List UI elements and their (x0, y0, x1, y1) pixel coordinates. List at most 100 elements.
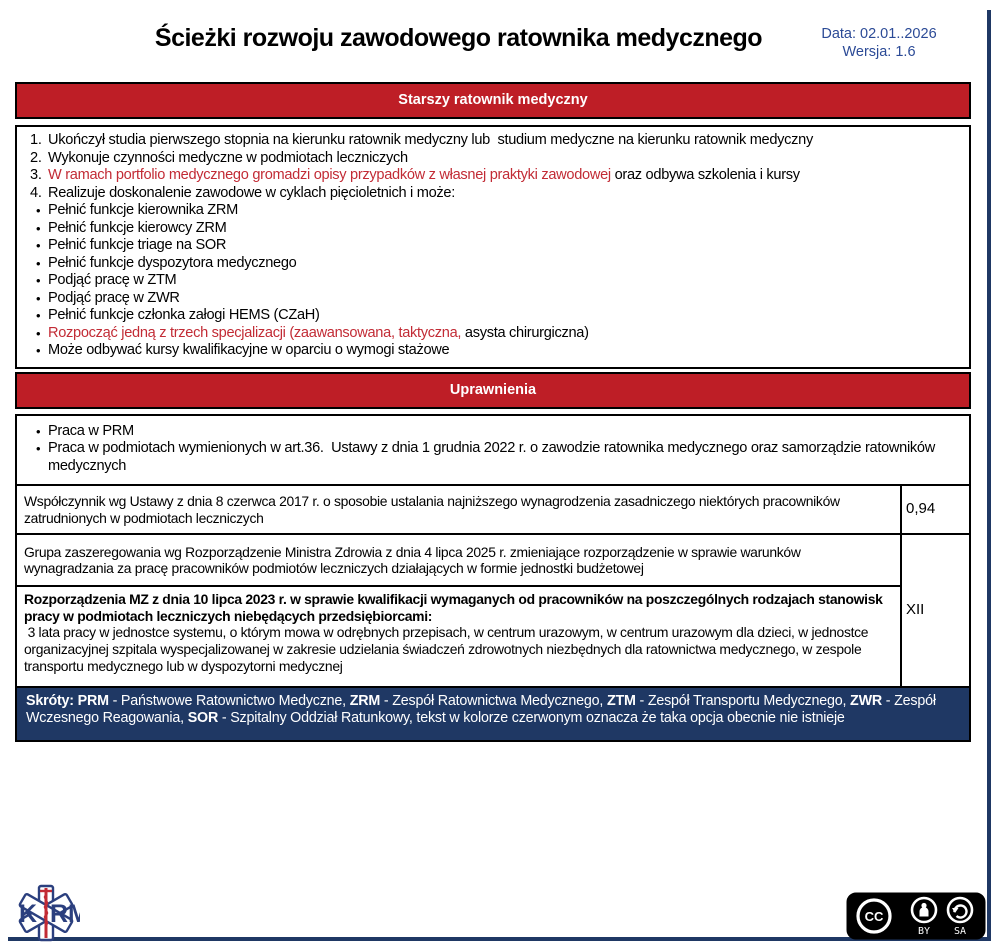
logo-letter-k: K (19, 900, 37, 928)
cc-by-label: BY (918, 926, 930, 937)
list-item-text: Realizuje doskonalenie zawodowe w cyklac… (48, 185, 455, 203)
list-item-text: Rozpocząć jedną z trzech specjalizacji (… (48, 325, 589, 343)
version-label: Wersja: 1.6 (842, 44, 916, 60)
list-item: • Pełnić funkcje kierownika ZRM (30, 202, 959, 220)
salary-group-value: XII (900, 533, 969, 687)
list-item: • Pełnić funkcje kierowcy ZRM (30, 220, 959, 238)
bullet-marker: • (36, 423, 41, 439)
text-segment: - Zespół Ratownictwa Medycznego, (380, 693, 607, 710)
text-segment: Wykonuje czynności medyczne w podmiotach… (48, 149, 408, 166)
list-item: • Może odbywać kursy kwalifikacyjne w opa… (30, 342, 959, 360)
list-item-text: Praca w PRM (48, 423, 134, 441)
list-item: • Podjąć pracę w ZWR (30, 290, 959, 308)
list-item: • Praca w PRM (30, 423, 959, 441)
bullet-marker: • (36, 273, 41, 288)
text-segment: Pełnić funkcje kierownika ZRM (48, 202, 239, 218)
text-segment: Praca w PRM (48, 422, 134, 439)
section-header-entitlements: Uprawnienia (15, 371, 971, 409)
text-segment: Grupa zaszeregowania wg Rozporządzenie M… (24, 543, 805, 577)
senior-paramedic-list: 1. Ukończył studia pierwszego stopnia na … (30, 132, 959, 360)
text-segment: Pełnić funkcje dyspozytora medycznego (48, 254, 297, 271)
section-header-senior-paramedic: Starszy ratownik medyczny (15, 82, 971, 119)
list-item-text: Podjąć pracę w ZWR (48, 290, 180, 308)
bold-text: ZWR (850, 693, 882, 710)
list-item: • Rozpocząć jedną z trzech specjalizacji … (30, 325, 959, 343)
logo-letters-rm: RM (50, 900, 80, 928)
bold-text: ZRM (349, 693, 381, 710)
entitlements-and-table: • Praca w PRM • Praca w podmiotach wymienio… (15, 413, 971, 743)
document-meta: Data: 02.01..2026 Wersja: 1.6 (809, 25, 949, 61)
text-segment: Ukończył studia pierwszego stopnia na ki… (48, 132, 813, 148)
list-item-text: Pełnić funkcje kierowcy ZRM (48, 220, 227, 238)
list-item: • Pełnić funkcje triage na SOR (30, 237, 959, 255)
list-item: • Pełnić funkcje członka załogi HEMS (CZa… (30, 307, 959, 325)
bullet-marker: • (36, 325, 41, 341)
text-segment: Podjąć pracę w ZTM (48, 272, 177, 288)
table-row: Grupa zaszeregowania wg Rozporządzenie M… (17, 533, 969, 687)
text-segment: - Państwowe Ratownictwo Medyczne, (108, 693, 350, 710)
bullet-marker: • (36, 255, 41, 271)
list-item: 1. Ukończył studia pierwszego stopnia na … (30, 132, 959, 150)
senior-paramedic-box: 1. Ukończył studia pierwszego stopnia na … (15, 125, 971, 369)
list-item-text: Pełnić funkcje triage na SOR (48, 237, 226, 255)
number-marker: 1. (30, 132, 42, 148)
number-marker: 3. (30, 167, 42, 183)
cc-letters: CC (865, 909, 884, 924)
table-row: Współczynnik wg Ustawy z dnia 8 czerwca … (17, 484, 969, 535)
list-item: • Podjąć pracę w ZTM (30, 272, 959, 290)
bullet-marker: • (36, 343, 41, 358)
text-segment: Praca w podmiotach wymienionych w art.36… (48, 440, 939, 474)
coefficient-law-text: Współczynnik wg Ustawy z dnia 8 czerwca … (17, 484, 901, 535)
cc-by-icon (910, 896, 938, 924)
list-item-text: Podjąć pracę w ZTM (48, 272, 177, 290)
list-item: • Praca w podmiotach wymienionych w art.3… (30, 440, 959, 475)
number-marker: 4. (30, 184, 42, 201)
cc-by-sa-badge: CC BY SA (846, 892, 986, 940)
cc-sa-icon (946, 896, 974, 924)
list-item: 2. Wykonuje czynności medyczne w podmiota… (30, 150, 959, 168)
list-item-text: Ukończył studia pierwszego stopnia na ki… (48, 132, 813, 150)
number-marker: 2. (30, 149, 42, 166)
red-highlight-text: Rozpocząć jedną z trzech specjalizacji (… (48, 324, 462, 341)
bullet-marker: • (36, 220, 41, 236)
red-highlight-text: W ramach portfolio medycznego gromadzi o… (48, 167, 611, 183)
page-shadow-bottom (8, 937, 991, 941)
text-segment: Pełnić funkcje członka załogi HEMS (CZaH… (48, 307, 320, 323)
list-item: 3. W ramach portfolio medycznego gromadzi… (30, 167, 959, 185)
bold-text: ZTM (606, 693, 636, 710)
entitlements-box: • Praca w PRM • Praca w podmiotach wymienio… (17, 416, 969, 485)
text-segment: - Zespół Wczesnego Reagowania, (26, 693, 940, 727)
document-body: Starszy ratownik medyczny 1. Ukończył stu… (15, 82, 971, 743)
text-segment: Pełnić funkcje triage na SOR (48, 237, 227, 253)
bullet-marker: • (36, 441, 41, 457)
text-segment: Realizuje doskonalenie zawodowe w cyklac… (48, 184, 455, 201)
text-segment: Współczynnik wg Ustawy z dnia 8 czerwca … (24, 493, 844, 526)
bullet-marker: • (36, 238, 41, 253)
list-item-text: Pełnić funkcje członka załogi HEMS (CZaH… (48, 307, 320, 325)
abbreviations-footer: Skróty: PRM - Państwowe Ratownictwo Medy… (17, 686, 969, 741)
bold-text: SOR (187, 710, 219, 727)
text-segment: - Szpitalny Oddział Ratunkowy, tekst w k… (218, 710, 845, 727)
krm-logo: K RM (18, 884, 80, 942)
regulations-table: Współczynnik wg Ustawy z dnia 8 czerwca … (17, 484, 969, 687)
rod-of-asclepius-icon (40, 888, 52, 938)
text-segment: - Zespół Transportu Medycznego, (635, 693, 851, 710)
list-item-text: W ramach portfolio medycznego gromadzi o… (48, 167, 800, 185)
text-segment: Podjąć pracę w ZWR (48, 289, 180, 306)
text-segment: oraz odbywa szkolenia i kursy (610, 167, 800, 183)
page-shadow-right (987, 10, 991, 939)
list-item: 4. Realizuje doskonalenie zawodowe w cykl… (30, 185, 959, 203)
bullet-marker: • (36, 203, 41, 218)
text-segment: asysta chirurgiczna) (461, 324, 589, 341)
coefficient-value: 0,94 (900, 484, 969, 535)
table-row: Rozporządzenia MZ z dnia 10 lipca 2023 r… (17, 585, 969, 687)
list-item-text: Wykonuje czynności medyczne w podmiotach… (48, 150, 408, 168)
page-title: Ścieżki rozwoju zawodowego ratownika med… (154, 24, 763, 52)
bullet-marker: • (36, 308, 41, 323)
list-item-text: Może odbywać kursy kwalifikacyjne w opar… (48, 342, 450, 360)
list-item-text: Pełnić funkcje kierownika ZRM (48, 202, 238, 220)
qualifications-regulation-text: Rozporządzenia MZ z dnia 10 lipca 2023 r… (17, 585, 901, 687)
entitlements-list: • Praca w PRM • Praca w podmiotach wymienio… (30, 423, 959, 476)
bullet-marker: • (36, 290, 41, 306)
cc-sa-label: SA (954, 926, 966, 937)
